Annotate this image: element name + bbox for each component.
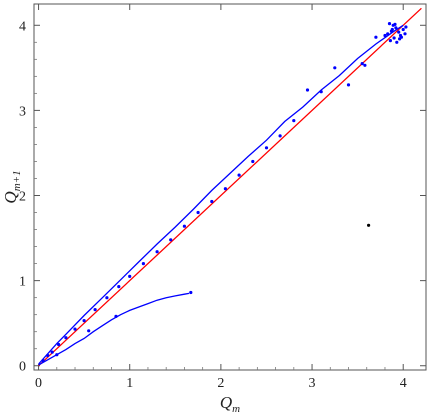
data-point <box>223 187 227 191</box>
data-point <box>403 32 407 36</box>
axis-ticks: 0 1 2 3 4 0 1 2 3 4 <box>19 4 426 391</box>
x-axis-label-subscript: m <box>232 403 240 415</box>
plot-border <box>33 3 427 371</box>
data-point <box>141 262 145 266</box>
data-point <box>182 224 186 228</box>
data-point <box>392 36 396 40</box>
y-axis-label-main: Q <box>1 191 20 203</box>
x-tick-label: 4 <box>400 376 407 391</box>
series-line-2 <box>38 292 190 366</box>
data-point <box>389 29 393 33</box>
data-point <box>196 210 200 215</box>
y-axis-label: Qm+1 <box>1 170 23 203</box>
data-point <box>64 336 68 340</box>
data-point <box>367 223 371 227</box>
x-axis-label: Qm <box>220 393 240 415</box>
data-point <box>264 146 269 150</box>
data-point <box>395 40 399 44</box>
data-point <box>237 173 241 177</box>
data-point <box>398 37 402 41</box>
data-point <box>210 199 214 204</box>
data-point <box>55 353 59 357</box>
data-point <box>393 22 397 26</box>
data-point <box>46 353 50 358</box>
y-tick-label: 0 <box>19 360 26 375</box>
data-point <box>305 88 310 92</box>
y-tick-label: 2 <box>19 190 26 205</box>
series-line-1 <box>38 24 404 365</box>
data-point <box>41 359 45 363</box>
y-tick-label: 1 <box>19 275 26 290</box>
data-point <box>128 274 132 278</box>
data-point <box>114 314 118 318</box>
x-tick-label: 2 <box>217 376 224 391</box>
y-tick-label: 3 <box>19 104 26 119</box>
x-tick-label: 0 <box>35 376 42 391</box>
series-line-0 <box>38 7 422 367</box>
data-point <box>82 319 86 323</box>
data-point <box>387 22 392 26</box>
data-point <box>169 238 173 242</box>
y-axis-label-subscript: m+1 <box>11 170 23 191</box>
data-point <box>292 119 296 123</box>
data-point <box>73 327 77 331</box>
data-point <box>57 342 61 347</box>
data-point <box>404 25 408 29</box>
data-point <box>397 30 401 34</box>
data-point <box>189 290 193 295</box>
data-point <box>93 308 97 312</box>
data-point <box>346 83 351 87</box>
data-point <box>278 134 282 138</box>
series-points <box>41 22 408 363</box>
data-point <box>374 35 378 39</box>
x-tick-label: 1 <box>126 376 133 391</box>
data-point <box>105 296 109 300</box>
data-point <box>394 26 398 30</box>
plot-frame <box>33 3 427 371</box>
data-point <box>251 159 255 164</box>
data-point <box>117 285 121 289</box>
x-tick-label: 3 <box>309 376 316 391</box>
data-point <box>333 66 337 70</box>
data-point <box>360 62 364 66</box>
x-axis-label-main: Q <box>220 393 232 412</box>
data-point <box>386 32 390 36</box>
data-point <box>388 39 392 43</box>
data-point <box>363 63 367 67</box>
data-point <box>155 250 159 254</box>
y-tick-label: 4 <box>19 19 26 34</box>
data-point <box>50 350 54 354</box>
data-point <box>87 329 91 333</box>
series-lines <box>38 7 422 367</box>
data-point <box>383 33 387 38</box>
data-point <box>319 90 323 94</box>
data-point <box>401 27 405 32</box>
